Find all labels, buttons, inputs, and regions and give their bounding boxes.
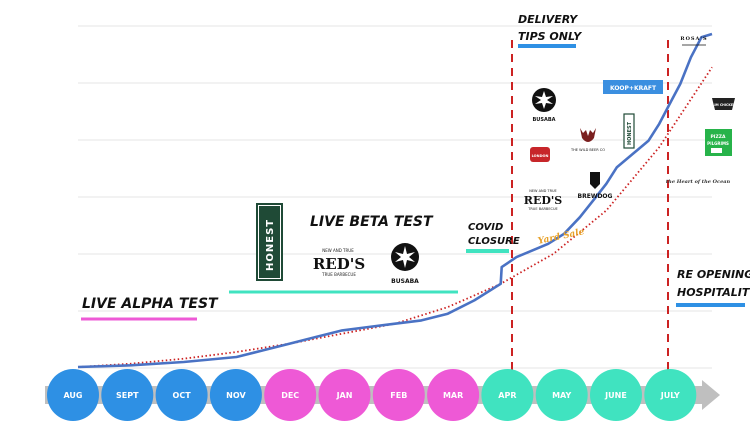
koopkraft-logo-text: KOOP+KRAFT [610,85,657,92]
month-marker-mar: MAR [427,369,480,421]
pizza-logo-line2: PILGRIMS [707,141,729,146]
month-circle [372,369,425,421]
wildbeer-logo: THE WILD BEER CO [570,128,605,152]
gridlines [78,25,712,369]
heart-logo-text: the Heart of the Ocean [666,179,731,185]
busaba-logo-beta-text: BUSABA [391,278,419,285]
month-marker-oct: OCT [155,369,208,421]
pizza-logo-line1: PIZZA [711,134,726,140]
month-circle [209,369,262,421]
month-circle [590,369,642,421]
month-label: SEPT [116,391,139,400]
busaba-logo-delivery: BUSABA [532,88,556,123]
rosas-logo-text: ROSA'S [680,36,707,42]
month-circle [644,369,697,421]
brewdog-logo-text: BREWDOG [578,193,613,200]
month-label: JUNE [604,391,627,400]
month-marker-may: MAY [535,369,588,421]
reds-logo-delivery-bottom: TRUE BARBECUE [527,207,558,211]
beta-label: LIVE BETA TEST [310,214,434,230]
reds-logo-beta-text: RED'S [313,255,365,273]
honest-logo-delivery: HONEST [623,113,635,149]
month-circle [427,369,480,421]
month-label: DEC [281,391,299,400]
brewdog-logo: BREWDOG [578,172,613,200]
month-marker-apr: APR [481,369,534,421]
month-circle [481,369,534,421]
redtag-logo-text: LONDON [532,154,549,158]
reds-logo-delivery-text: RED'S [524,194,562,207]
month-label: APR [498,391,516,400]
month-circle [318,369,371,421]
month-label: OCT [173,391,192,400]
month-marker-dec: DEC [264,369,317,421]
reds-logo-beta: NEW AND TRUE RED'S TRUE BARBECUE [313,248,365,277]
reopen-label-line1: RE OPENING [677,268,750,281]
yardsale-logo: Yard Sale [537,227,586,247]
month-label: JULY [660,391,680,400]
koopkraft-logo: KOOP+KRAFT [603,80,663,94]
month-marker-july: JULY [644,369,697,421]
reds-logo-beta-top: NEW AND TRUE [322,248,354,253]
covid-label-line2: CLOSURE [468,236,520,247]
month-marker-feb: FEB [372,369,425,421]
month-label: AUG [63,391,82,400]
honest-logo-delivery-text: HONEST [627,121,633,145]
reopen-label-line2: HOSPITALITY [677,286,750,299]
month-marker-jan: JAN [318,369,371,421]
month-circle [535,369,588,421]
month-label: MAY [552,391,571,400]
annotation-underlines [81,44,745,321]
covid-label-line1: COVID [468,222,503,233]
alpha-label: LIVE ALPHA TEST [82,296,219,312]
yardsale-logo-text: Yard Sale [537,227,586,247]
month-marker-june: JUNE [590,369,642,421]
month-circle [47,369,99,421]
month-label: FEB [390,391,407,400]
timeline-arrow-head [702,380,720,410]
month-marker-aug: AUG [47,369,99,421]
slimchickens-logo: SLIM CHICKENS [710,98,739,110]
month-label: NOV [226,391,246,400]
reds-logo-delivery-top: NEW AND TRUE [529,189,557,193]
busaba-logo-beta: BUSABA [391,243,419,285]
month-label: MAR [443,391,463,400]
slimchickens-logo-text: SLIM CHICKENS [710,103,739,107]
reds-logo-beta-bottom: TRUE BARBECUE [321,272,356,277]
month-markers: AUG SEPT OCT NOV DEC JAN FEB MAR APR MAY JUNE JULY [47,369,697,421]
busaba-logo-delivery-text: BUSABA [532,117,555,123]
honest-logo: HONEST [256,203,283,281]
rosas-logo: ROSA'S [680,36,707,46]
honest-logo-text: HONEST [265,219,276,271]
pizzapilgrims-logo: PIZZA PILGRIMS [705,129,732,156]
redtag-logo: LONDON [530,147,550,162]
month-marker-nov: NOV [209,369,262,421]
actual-series-line [77,32,713,369]
month-marker-sept: SEPT [101,369,154,421]
month-circle [101,369,154,421]
delivery-label-line1: DELIVERY [518,13,578,26]
reds-logo-delivery: NEW AND TRUE RED'S TRUE BARBECUE [524,189,562,211]
month-circle [155,369,208,421]
month-circle [264,369,317,421]
delivery-label-line2: TIPS ONLY [518,30,582,43]
heartofocean-logo: the Heart of the Ocean [666,179,731,185]
wildbeer-logo-text: THE WILD BEER CO [570,148,605,152]
month-label: JAN [336,391,353,400]
